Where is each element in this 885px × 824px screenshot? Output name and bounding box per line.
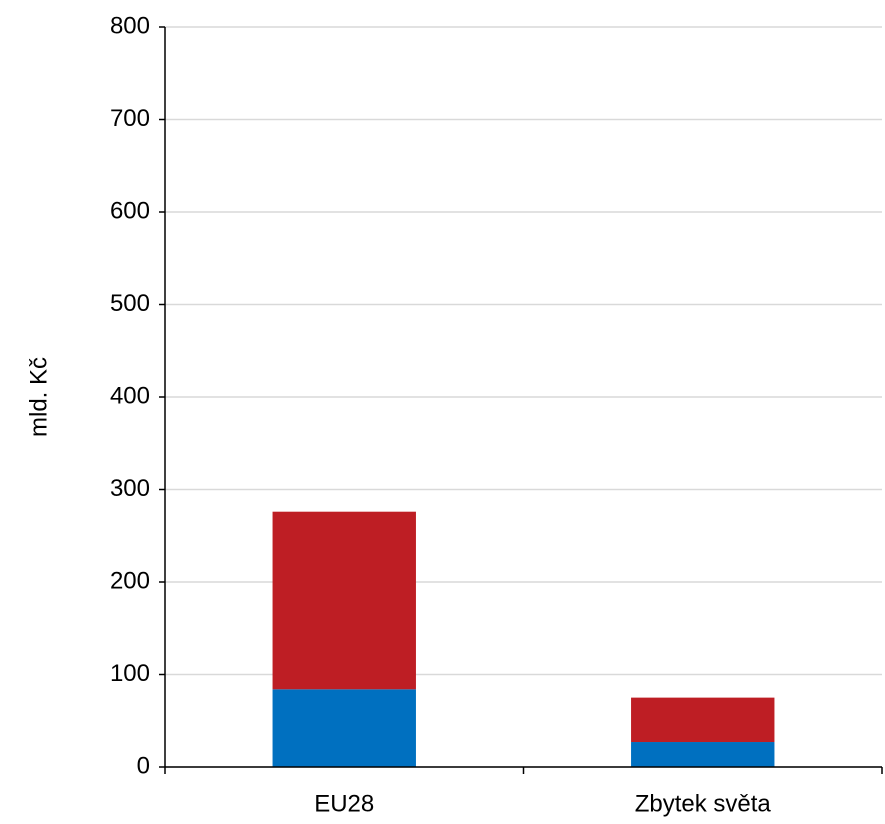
y-tick-label: 100: [110, 660, 150, 687]
bar-segment: [631, 697, 775, 743]
x-tick-label: Zbytek světa: [635, 790, 772, 817]
y-tick-label: 400: [110, 382, 150, 409]
bar-segment: [272, 511, 416, 690]
y-tick-label: 0: [137, 752, 150, 779]
y-axis-label: mld. Kč: [25, 357, 52, 437]
y-tick-label: 600: [110, 197, 150, 224]
y-tick-label: 300: [110, 475, 150, 502]
bar-segment: [631, 742, 775, 767]
y-tick-label: 800: [110, 12, 150, 39]
y-tick-label: 500: [110, 290, 150, 317]
y-tick-label: 200: [110, 567, 150, 594]
y-tick-label: 700: [110, 105, 150, 132]
x-tick-label: EU28: [314, 790, 374, 817]
bar-segment: [272, 689, 416, 767]
